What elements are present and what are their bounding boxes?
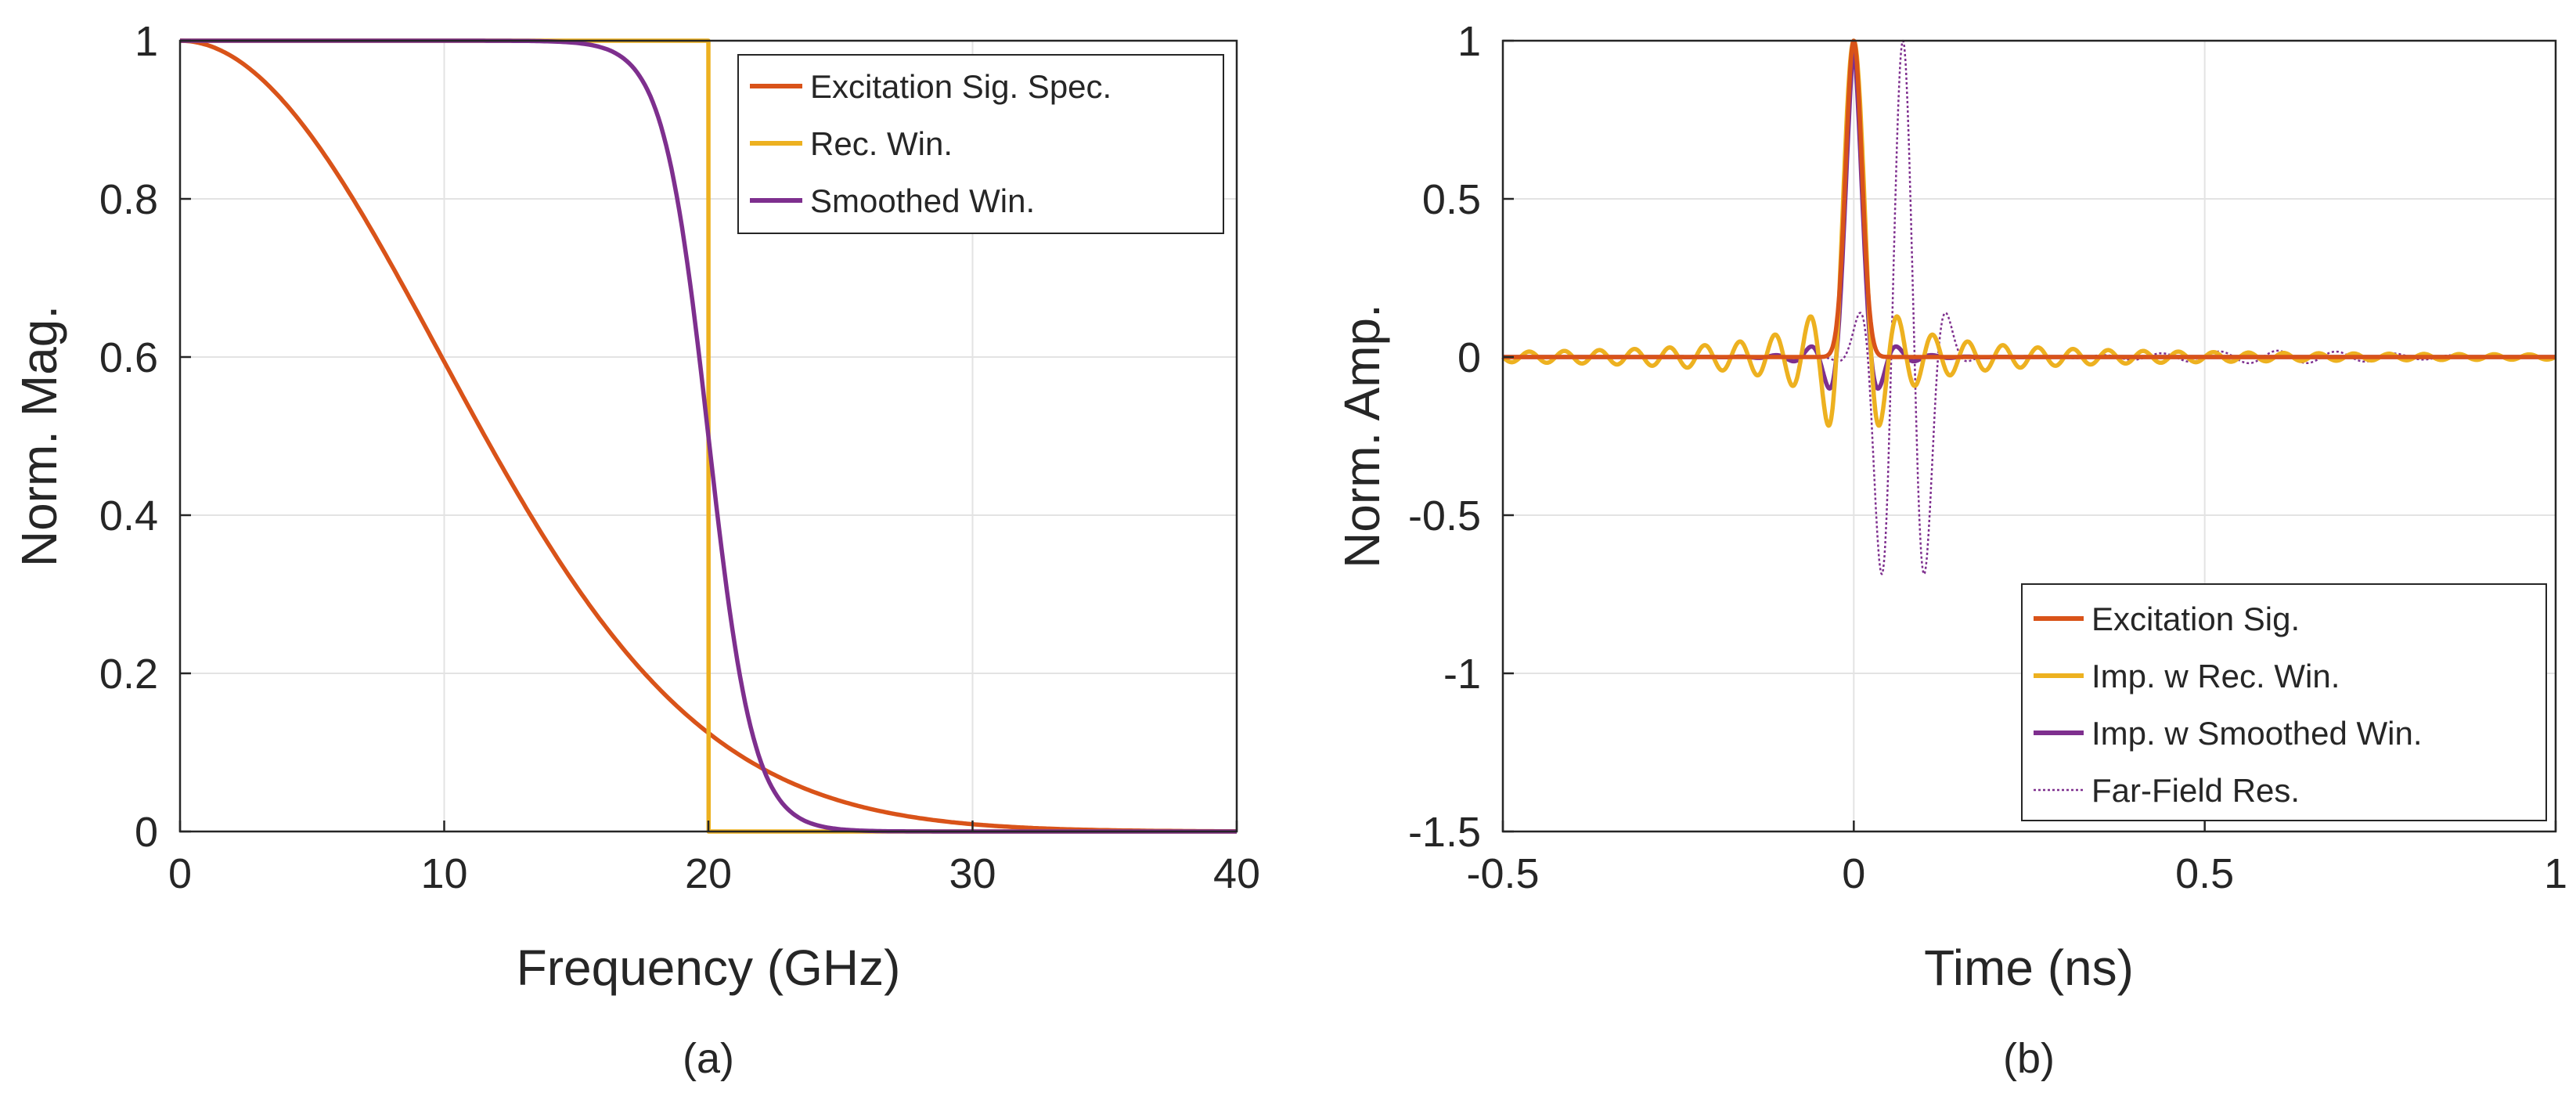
legend-a: Excitation Sig. Spec. Rec. Win. Smoothed… bbox=[737, 54, 1224, 234]
legend-label-smoothed-win: Smoothed Win. bbox=[810, 182, 1035, 219]
x-tick-label-b-2: 0.5 bbox=[2175, 850, 2234, 897]
legend-box-b bbox=[2021, 583, 2547, 821]
y-tick-label-b-3: 0 bbox=[1457, 334, 1481, 381]
y-tick-label-a-5: 1 bbox=[135, 18, 158, 65]
y-axis-label-b: Norm. Amp. bbox=[1334, 304, 1390, 568]
x-tick-label-a-1: 10 bbox=[420, 850, 467, 897]
y-tick-label-b-4: 0.5 bbox=[1422, 176, 1481, 223]
x-axis-label-b: Time (ns) bbox=[1924, 940, 2134, 996]
y-tick-label-a-1: 0.2 bbox=[99, 651, 158, 698]
y-tick-label-a-0: 0 bbox=[135, 809, 158, 856]
x-tick-label-b-3: 1 bbox=[2544, 850, 2567, 897]
series-group-b bbox=[1501, 38, 2557, 575]
ticks-a: 0 10 20 30 40 0 0.2 0.4 0.6 0.8 1 bbox=[99, 18, 1260, 897]
caption-b: (b) bbox=[2003, 1035, 2055, 1082]
series-line-b-0 bbox=[1501, 38, 2557, 359]
axes-box-b bbox=[1501, 39, 2557, 833]
legend-label-imp-smoothed-win: Imp. w Smoothed Win. bbox=[2091, 715, 2422, 752]
x-tick-label-b-0: -0.5 bbox=[1466, 850, 1539, 897]
y-tick-label-b-0: -1.5 bbox=[1408, 809, 1481, 856]
y-axis-label-a: Norm. Mag. bbox=[11, 305, 67, 567]
caption-a: (a) bbox=[683, 1035, 734, 1082]
y-tick-label-b-2: -0.5 bbox=[1408, 492, 1481, 539]
x-tick-label-a-0: 0 bbox=[168, 850, 192, 897]
legend-label-far-field: Far-Field Res. bbox=[2091, 772, 2300, 809]
x-tick-label-b-1: 0 bbox=[1842, 850, 1865, 897]
legend-label-excitation-spec: Excitation Sig. Spec. bbox=[810, 68, 1111, 105]
y-tick-label-b-1: -1 bbox=[1443, 651, 1481, 698]
x-axis-label-a: Frequency (GHz) bbox=[517, 940, 901, 996]
y-tick-label-b-5: 1 bbox=[1457, 18, 1481, 65]
y-tick-label-a-3: 0.6 bbox=[99, 334, 158, 381]
y-tick-label-a-4: 0.8 bbox=[99, 176, 158, 223]
x-tick-label-a-4: 40 bbox=[1213, 850, 1260, 897]
x-tick-label-a-3: 30 bbox=[949, 850, 996, 897]
x-tick-label-a-2: 20 bbox=[685, 850, 732, 897]
legend-box-a bbox=[737, 54, 1224, 234]
legend-label-imp-rec-win: Imp. w Rec. Win. bbox=[2091, 658, 2340, 694]
legend-label-rec-win: Rec. Win. bbox=[810, 125, 953, 162]
y-tick-label-a-2: 0.4 bbox=[99, 492, 158, 539]
ticks-b: -0.5 0 0.5 1 -1.5 -1 -0.5 0 0.5 1 bbox=[1408, 18, 2567, 897]
legend-b: Excitation Sig. Imp. w Rec. Win. Imp. w … bbox=[2021, 583, 2547, 821]
chart-panel-b: -0.5 0 0.5 1 -1.5 -1 -0.5 0 0.5 1 Time (ns) Norm.… bbox=[1334, 18, 2567, 1082]
legend-label-excitation-sig: Excitation Sig. bbox=[2091, 601, 2300, 637]
